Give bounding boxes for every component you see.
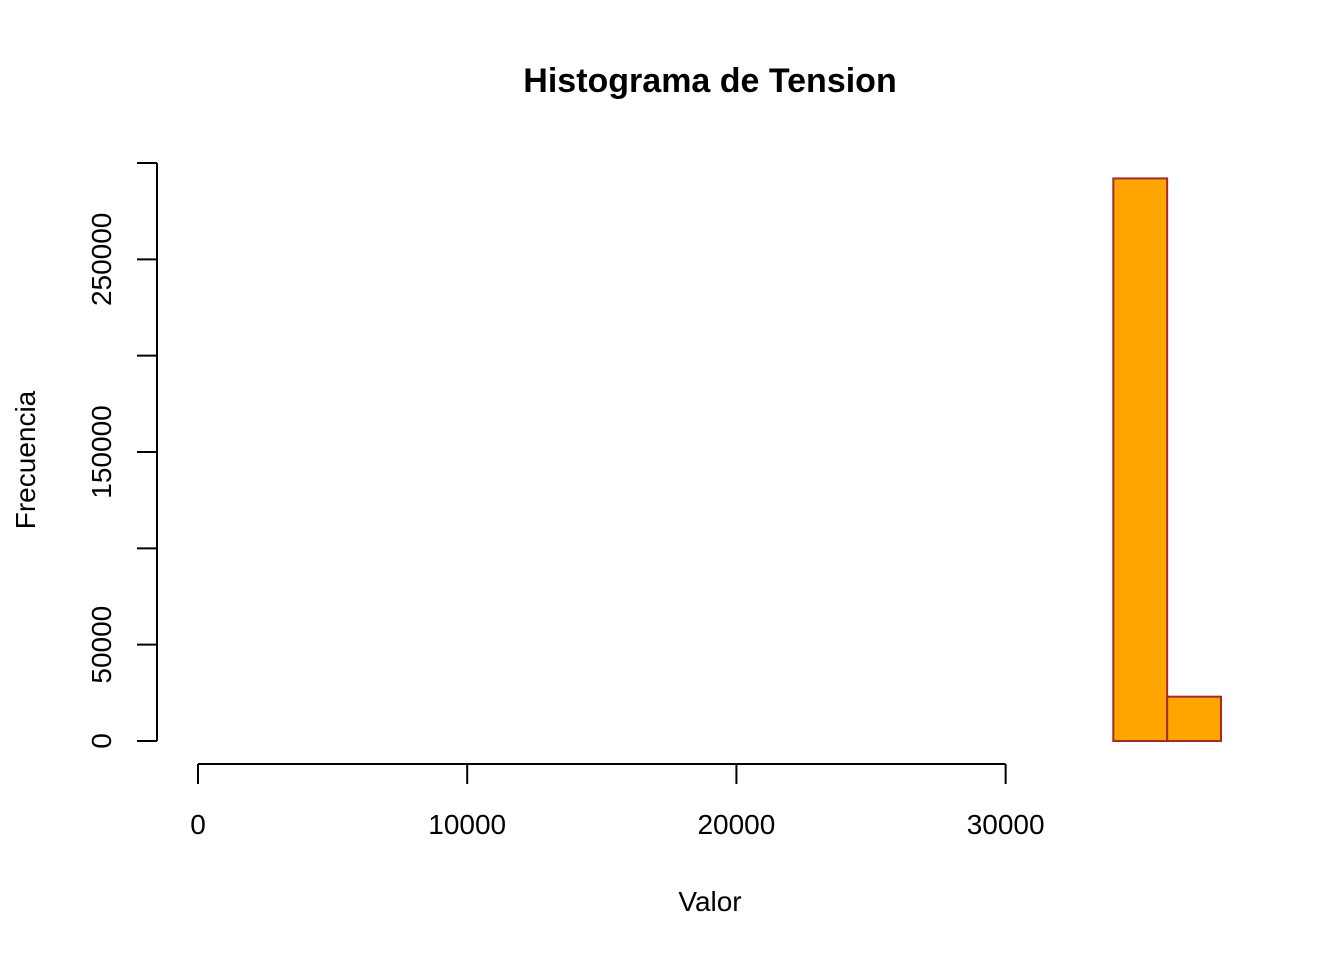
x-tick-label: 20000: [697, 809, 775, 840]
chart-title: Histograma de Tension: [523, 62, 896, 100]
histogram-bar: [1166, 695, 1222, 742]
y-tick-label: 0: [86, 733, 117, 749]
y-tick-label: 150000: [86, 405, 117, 498]
y-tick-label: 50000: [86, 606, 117, 684]
histogram-bar: [1112, 177, 1169, 742]
x-tick-label: 0: [190, 809, 206, 840]
y-axis-label: Frecuencia: [10, 390, 41, 529]
y-tick-label: 250000: [86, 213, 117, 306]
x-tick-label: 10000: [428, 809, 506, 840]
bars-group: [1112, 177, 1222, 742]
x-axis-label: Valor: [678, 886, 741, 917]
y-axis: 0 50000 150000 250000: [86, 162, 158, 749]
x-tick-label: 30000: [967, 809, 1045, 840]
x-axis: 0 10000 20000 30000: [190, 763, 1045, 840]
